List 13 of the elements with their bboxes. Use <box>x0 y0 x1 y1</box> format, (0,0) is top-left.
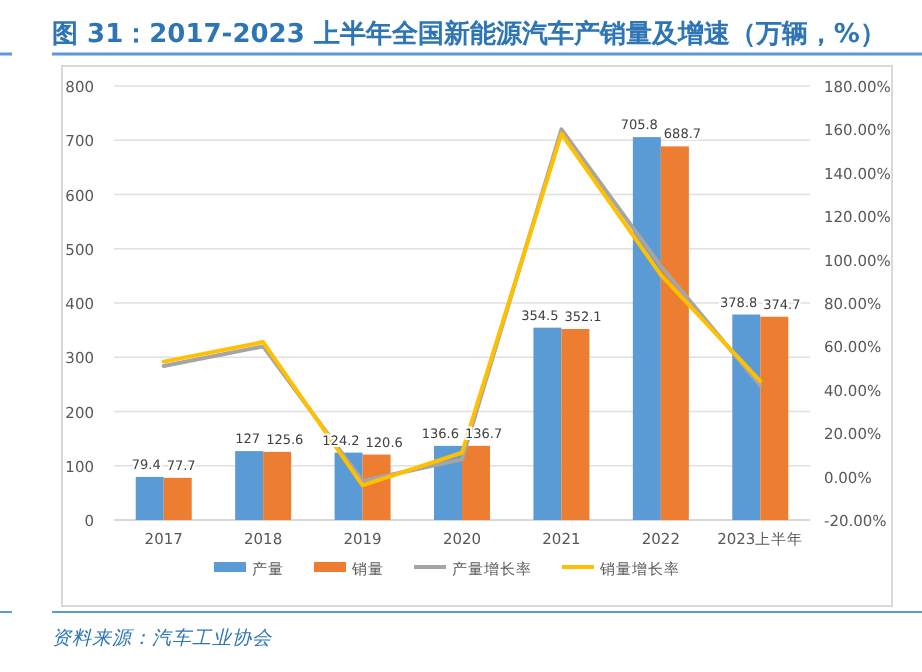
bar <box>235 451 264 520</box>
bar <box>533 327 562 520</box>
bar <box>760 316 789 520</box>
bar <box>632 137 661 520</box>
bar <box>163 477 192 520</box>
bar <box>462 445 490 520</box>
text: 资料来源：汽车工业协会 <box>52 628 274 650</box>
bar <box>263 451 292 520</box>
bar <box>135 476 164 520</box>
bar <box>732 314 761 520</box>
bar <box>561 328 590 520</box>
bar <box>660 146 689 520</box>
chart-title: 图 31：2017-2023 上半年全国新能源汽车产销量及增速（万辆，%） <box>52 18 886 50</box>
